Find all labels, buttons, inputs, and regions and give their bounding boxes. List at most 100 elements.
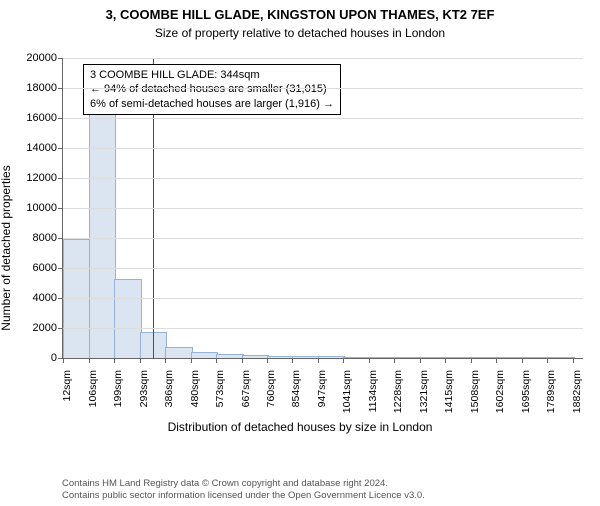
x-tick-label: 1228sqm <box>392 370 404 413</box>
x-tick-label: 1321sqm <box>418 370 430 413</box>
gridline <box>63 268 583 269</box>
chart-subtitle: Size of property relative to detached ho… <box>0 26 600 40</box>
histogram-bar <box>394 357 421 358</box>
x-tick-mark <box>292 358 293 363</box>
y-tick-mark <box>58 88 63 89</box>
x-tick-mark <box>547 358 548 363</box>
x-tick-label: 1789sqm <box>545 370 557 413</box>
x-tick-label: 1041sqm <box>341 370 353 413</box>
histogram-bar <box>369 357 397 358</box>
x-tick-label: 947sqm <box>316 370 328 407</box>
y-tick-label: 20000 <box>26 52 57 64</box>
x-tick-mark <box>140 358 141 363</box>
histogram-bar <box>267 356 295 358</box>
histogram-bar <box>191 352 218 358</box>
x-tick-label: 1415sqm <box>443 370 455 413</box>
gridline <box>63 88 583 89</box>
footer-line-2: Contains public sector information licen… <box>62 490 425 502</box>
x-tick-label: 480sqm <box>189 370 201 407</box>
y-tick-mark <box>58 238 63 239</box>
annotation-line-1: 3 COOMBE HILL GLADE: 344sqm <box>90 68 334 82</box>
x-tick-label: 386sqm <box>163 370 175 407</box>
x-tick-label: 1134sqm <box>367 370 379 412</box>
y-tick-label: 8000 <box>33 232 57 244</box>
footer-attribution: Contains HM Land Registry data © Crown c… <box>62 478 425 502</box>
histogram-bar <box>114 279 142 358</box>
x-tick-label: 760sqm <box>265 370 277 407</box>
x-tick-mark <box>445 358 446 363</box>
gridline <box>63 148 583 149</box>
y-tick-label: 14000 <box>26 142 57 154</box>
y-tick-label: 18000 <box>26 82 57 94</box>
y-tick-mark <box>58 298 63 299</box>
y-axis-label: Number of detached properties <box>0 83 13 248</box>
histogram-bar <box>318 356 346 358</box>
y-tick-mark <box>58 118 63 119</box>
x-tick-mark <box>216 358 217 363</box>
histogram-bar <box>292 356 319 358</box>
y-tick-mark <box>58 268 63 269</box>
histogram-bar <box>343 357 370 358</box>
histogram-bar <box>547 357 574 358</box>
x-tick-mark <box>318 358 319 363</box>
y-tick-mark <box>58 208 63 209</box>
x-tick-mark <box>114 358 115 363</box>
histogram-bar <box>216 354 244 358</box>
footer-line-1: Contains HM Land Registry data © Crown c… <box>62 478 425 490</box>
y-tick-label: 10000 <box>26 202 57 214</box>
x-tick-mark <box>573 358 574 363</box>
x-tick-mark <box>369 358 370 363</box>
chart-title: 3, COOMBE HILL GLADE, KINGSTON UPON THAM… <box>0 6 600 24</box>
y-tick-mark <box>58 328 63 329</box>
x-tick-label: 573sqm <box>214 370 226 407</box>
gridline <box>63 238 583 239</box>
x-tick-label: 854sqm <box>290 370 302 407</box>
annotation-line-2: ← 94% of detached houses are smaller (31… <box>90 82 334 96</box>
y-tick-label: 6000 <box>33 262 57 274</box>
x-tick-label: 1882sqm <box>571 370 583 413</box>
histogram-bar <box>522 357 550 358</box>
x-tick-label: 1695sqm <box>520 370 532 413</box>
histogram-bar <box>165 347 193 359</box>
x-tick-mark <box>420 358 421 363</box>
x-tick-label: 12sqm <box>61 370 73 402</box>
histogram-bar <box>445 357 472 358</box>
gridline <box>63 328 583 329</box>
y-tick-label: 12000 <box>26 172 57 184</box>
y-tick-mark <box>58 178 63 179</box>
y-tick-label: 2000 <box>33 322 57 334</box>
y-tick-label: 0 <box>51 352 57 364</box>
x-tick-mark <box>471 358 472 363</box>
x-tick-label: 106sqm <box>87 370 99 407</box>
y-tick-mark <box>58 58 63 59</box>
gridline <box>63 178 583 179</box>
gridline <box>63 58 583 59</box>
y-tick-mark <box>58 148 63 149</box>
gridline <box>63 208 583 209</box>
histogram-bar <box>242 355 269 358</box>
x-tick-label: 199sqm <box>112 370 124 407</box>
annotation-line-3: 6% of semi-detached houses are larger (1… <box>90 97 334 111</box>
y-tick-label: 4000 <box>33 292 57 304</box>
y-tick-label: 16000 <box>26 112 57 124</box>
annotation-box: 3 COOMBE HILL GLADE: 344sqm ← 94% of det… <box>83 64 341 115</box>
x-tick-label: 1508sqm <box>469 370 481 413</box>
histogram-bar <box>471 357 499 358</box>
x-tick-label: 1602sqm <box>494 370 506 413</box>
x-tick-mark <box>394 358 395 363</box>
x-tick-mark <box>89 358 90 363</box>
x-tick-mark <box>191 358 192 363</box>
x-tick-label: 667sqm <box>240 370 252 407</box>
x-tick-mark <box>165 358 166 363</box>
histogram-bar <box>496 357 523 358</box>
x-tick-label: 293sqm <box>138 370 150 407</box>
x-tick-mark <box>63 358 64 363</box>
gridline <box>63 118 583 119</box>
plot-area: 3 COOMBE HILL GLADE: 344sqm ← 94% of det… <box>62 58 583 359</box>
x-tick-mark <box>267 358 268 363</box>
chart-container: Number of detached properties 3 COOMBE H… <box>0 48 600 448</box>
x-tick-mark <box>496 358 497 363</box>
x-tick-mark <box>343 358 344 363</box>
histogram-bar <box>420 357 448 358</box>
histogram-bar <box>89 108 116 358</box>
